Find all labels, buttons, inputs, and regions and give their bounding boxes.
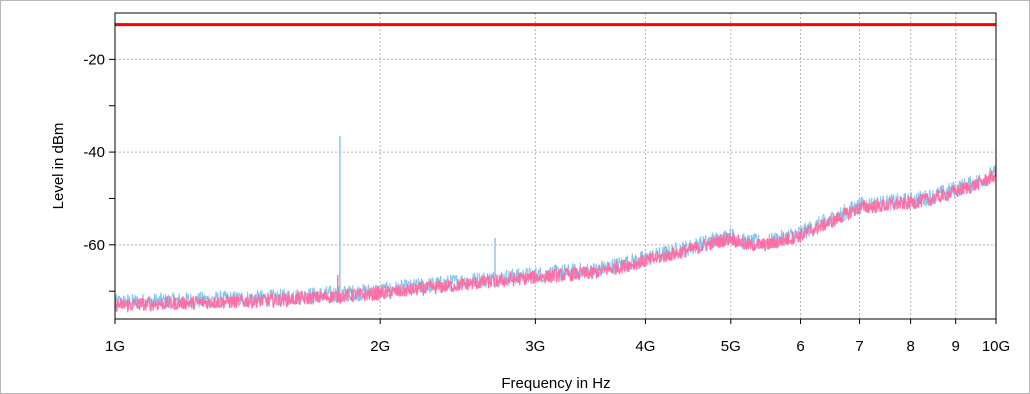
y-tick-label: -40 [83, 144, 105, 161]
axis-tick-labels: 1G 2G 3G 4G 5G 6 7 8 9 10G -20 -40 -60 [83, 51, 1010, 355]
x-tick-label: 5G [721, 338, 741, 355]
spectrum-trace-pink [114, 168, 997, 314]
x-tick-label: 9 [952, 338, 960, 355]
x-axis-label: Frequency in Hz [501, 375, 610, 392]
x-tick-label: 10G [982, 338, 1010, 355]
spectrum-trace-blue [114, 164, 997, 311]
y-tick-label: -20 [83, 51, 105, 68]
x-tick-label: 3G [525, 338, 545, 355]
x-tick-label: 8 [906, 338, 914, 355]
x-tick-label: 7 [855, 338, 863, 355]
x-tick-label: 1G [105, 338, 125, 355]
axis-ticks [109, 58, 997, 324]
x-tick-label: 6 [796, 338, 804, 355]
plot-area-border [114, 12, 997, 320]
x-tick-label: 2G [370, 338, 390, 355]
y-axis-label: Level in dBm [50, 123, 67, 210]
grid-lines [115, 13, 996, 319]
y-tick-label: -60 [83, 237, 105, 254]
x-tick-label: 4G [635, 338, 655, 355]
spectrum-traces [114, 135, 997, 314]
